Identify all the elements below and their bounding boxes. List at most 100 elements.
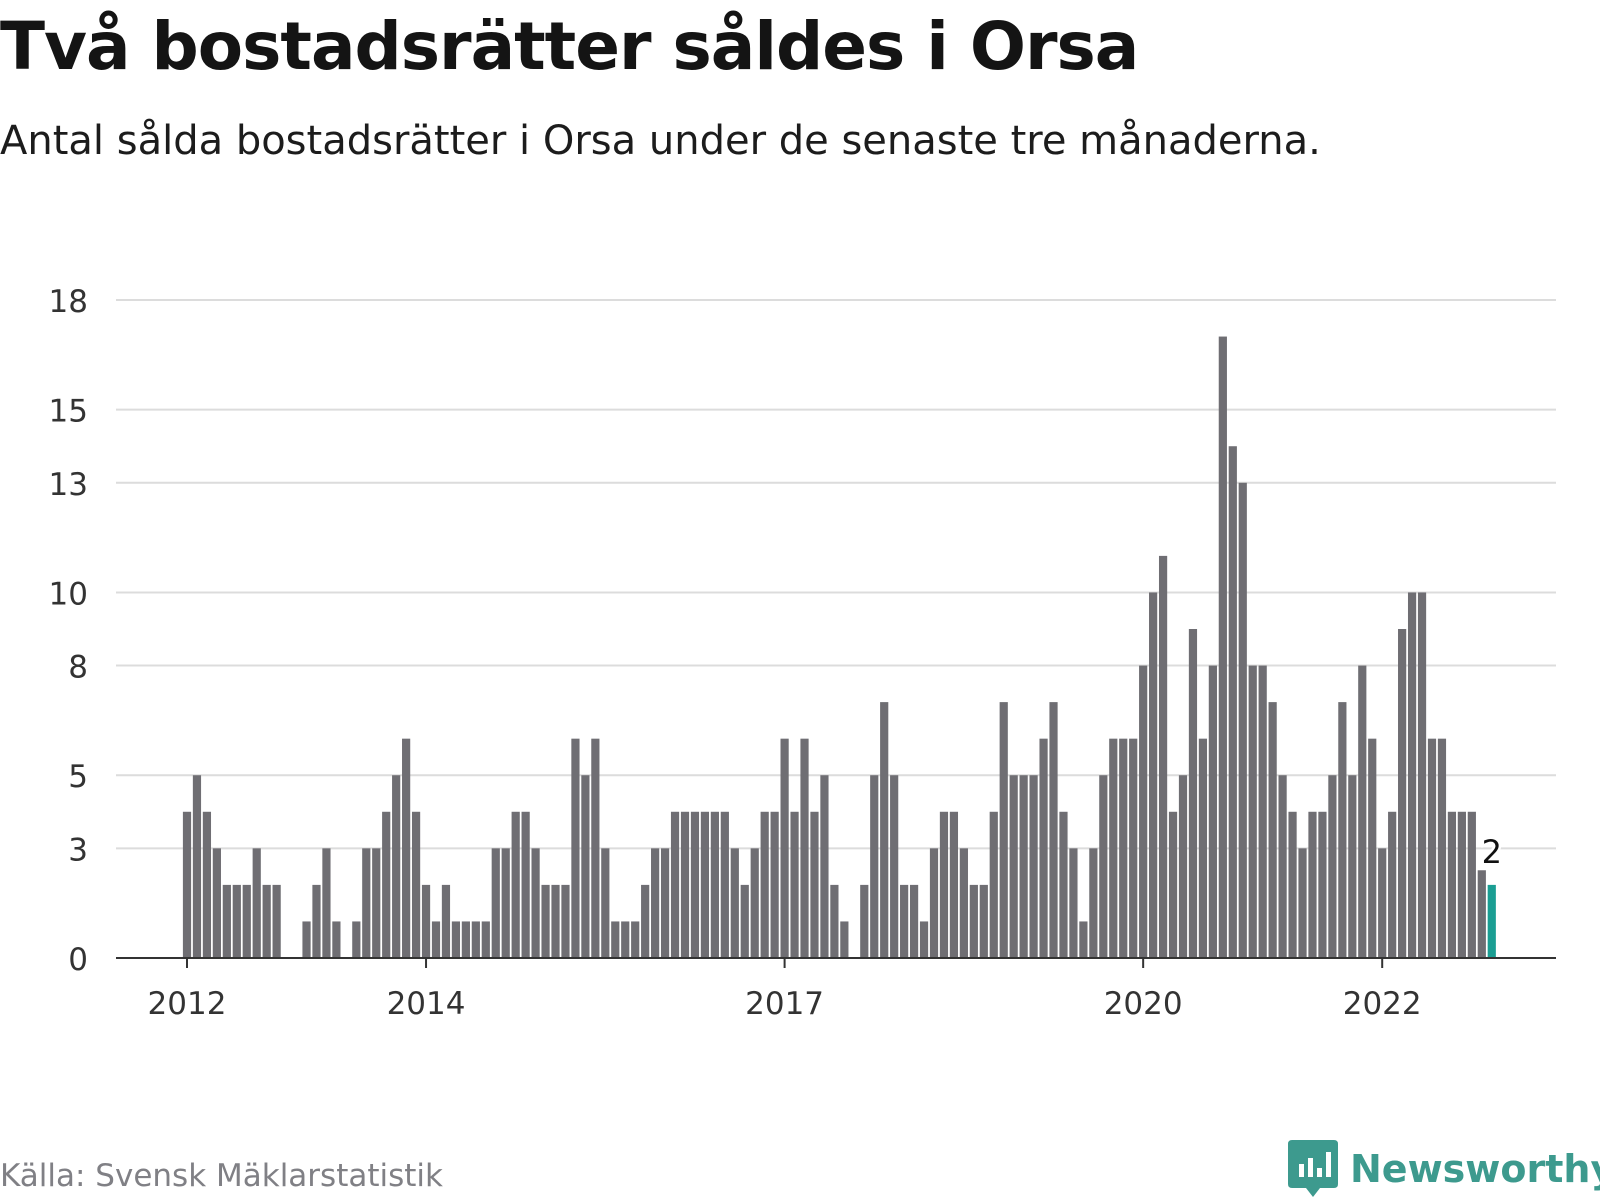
bar bbox=[571, 738, 580, 958]
bar bbox=[790, 811, 799, 958]
bar bbox=[212, 848, 221, 958]
bar bbox=[1129, 738, 1138, 958]
bar bbox=[929, 848, 939, 958]
y-tick-label: 18 bbox=[49, 284, 88, 320]
x-tick-label: 2020 bbox=[1104, 986, 1183, 1022]
bar bbox=[680, 811, 690, 958]
bar bbox=[471, 921, 480, 958]
bar bbox=[501, 848, 510, 958]
bar bbox=[1437, 738, 1447, 958]
bar bbox=[1178, 775, 1188, 958]
bar bbox=[1198, 738, 1208, 958]
bar bbox=[700, 811, 710, 958]
bar bbox=[919, 921, 929, 958]
bar bbox=[1298, 848, 1307, 958]
x-tick-label: 2012 bbox=[148, 986, 227, 1022]
bar bbox=[730, 848, 739, 958]
bar bbox=[312, 884, 321, 958]
bar bbox=[939, 811, 949, 958]
bar bbox=[651, 848, 660, 958]
bar bbox=[710, 811, 719, 958]
gridlines bbox=[116, 299, 1556, 850]
x-axis-ticks: 2012 2014 2017 2020 2022 bbox=[148, 958, 1422, 1022]
bar bbox=[441, 884, 451, 958]
bar bbox=[1288, 811, 1297, 958]
bar bbox=[352, 921, 361, 958]
bar bbox=[820, 775, 829, 958]
y-axis-ticks: 0 3 5 8 10 13 15 18 bbox=[49, 284, 88, 978]
bar bbox=[810, 811, 819, 958]
y-tick-label: 8 bbox=[68, 650, 88, 686]
x-tick-label: 2014 bbox=[387, 986, 466, 1022]
bar bbox=[870, 775, 879, 958]
bar bbox=[1358, 665, 1367, 958]
y-tick-label: 10 bbox=[49, 576, 88, 612]
bar bbox=[1457, 811, 1466, 958]
bar bbox=[551, 884, 560, 958]
y-tick-label: 13 bbox=[49, 467, 88, 503]
bar bbox=[1109, 738, 1118, 958]
bar bbox=[332, 921, 341, 958]
bar bbox=[1248, 665, 1257, 958]
bar-chart: 0 3 5 8 10 13 15 18 2012 2014 2017 2020 2022 2 bbox=[49, 284, 1556, 1022]
bar bbox=[1029, 775, 1038, 958]
bar bbox=[969, 884, 978, 958]
bar bbox=[372, 848, 381, 958]
bars bbox=[182, 336, 1496, 958]
bar bbox=[989, 811, 998, 958]
bar bbox=[1318, 811, 1327, 958]
bar bbox=[1069, 848, 1078, 958]
bar bbox=[1328, 775, 1337, 958]
bar bbox=[760, 811, 769, 958]
bar bbox=[830, 884, 839, 958]
bar bbox=[1258, 665, 1267, 958]
bar bbox=[541, 884, 550, 958]
bar bbox=[1158, 555, 1168, 958]
bar bbox=[1238, 482, 1247, 958]
bar bbox=[999, 702, 1008, 958]
bar bbox=[421, 884, 431, 958]
bar bbox=[1228, 446, 1237, 958]
bar bbox=[909, 884, 919, 958]
bar bbox=[1188, 629, 1198, 958]
bar bbox=[1447, 811, 1457, 958]
bar bbox=[402, 738, 411, 958]
bar bbox=[411, 811, 421, 958]
bar bbox=[611, 921, 620, 958]
bar bbox=[601, 848, 610, 958]
bar bbox=[1079, 921, 1088, 958]
bar bbox=[621, 921, 630, 958]
bar bbox=[900, 884, 909, 958]
bar bbox=[1308, 811, 1317, 958]
chart-subtitle: Antal sålda bostadsrätter i Orsa under d… bbox=[0, 118, 1321, 164]
bar bbox=[840, 921, 849, 958]
x-tick-label: 2017 bbox=[745, 986, 824, 1022]
bar bbox=[272, 884, 281, 958]
bar bbox=[1139, 665, 1148, 958]
bar bbox=[1039, 738, 1048, 958]
bar bbox=[1467, 811, 1476, 958]
bar bbox=[1417, 592, 1427, 958]
bar bbox=[262, 884, 271, 958]
bar bbox=[740, 884, 749, 958]
bar bbox=[890, 775, 899, 958]
bar bbox=[561, 884, 570, 958]
bar bbox=[1149, 592, 1158, 958]
bar bbox=[1099, 775, 1108, 958]
bar bbox=[780, 738, 789, 958]
bar bbox=[362, 848, 371, 958]
bar bbox=[431, 921, 441, 958]
x-tick-label: 2022 bbox=[1343, 986, 1422, 1022]
newsworthy-logo-icon bbox=[1288, 1140, 1338, 1197]
bar bbox=[382, 811, 391, 958]
y-tick-label: 15 bbox=[49, 394, 88, 430]
bar bbox=[461, 921, 470, 958]
bar bbox=[1398, 629, 1407, 958]
bar bbox=[800, 738, 809, 958]
chart-title: Två bostadsrätter såldes i Orsa bbox=[0, 8, 1139, 85]
source-note: Källa: Svensk Mäklarstatistik bbox=[0, 1158, 443, 1194]
bar bbox=[511, 811, 520, 958]
y-tick-label: 3 bbox=[68, 832, 88, 868]
bar bbox=[591, 738, 600, 958]
bar bbox=[1049, 702, 1058, 958]
